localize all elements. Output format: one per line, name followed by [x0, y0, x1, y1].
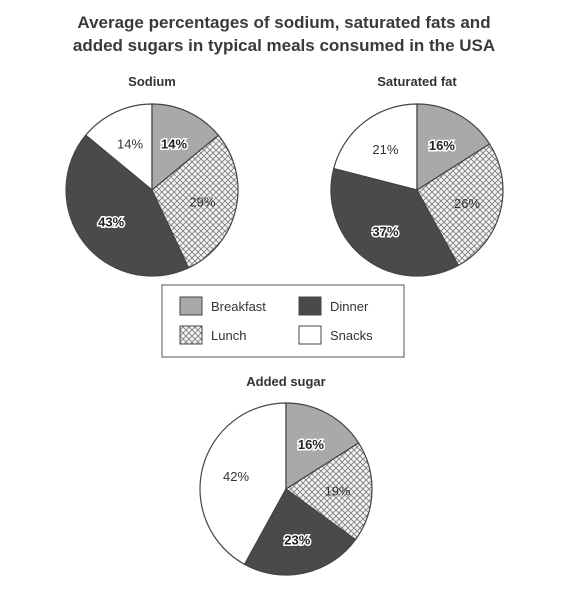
- legend-swatch-breakfast: [179, 296, 203, 316]
- pie-saturated-fat: Saturated fat 16% 26% 37% 21%: [330, 74, 504, 277]
- pie-label-added-sugar-lunch: 19%: [325, 484, 351, 499]
- pie-slice-saturated-fat-lunch: [416, 143, 504, 267]
- pie-label-sodium-breakfast: 14%: [161, 136, 187, 151]
- pie-slice-saturated-fat-snacks: [332, 103, 418, 191]
- pie-slice-saturated-fat-dinner: [330, 167, 460, 277]
- pie-slice-sodium-lunch: [151, 134, 239, 269]
- pie-slice-added-sugar-breakfast: [285, 402, 360, 491]
- pie-slice-sodium-breakfast: [151, 103, 220, 192]
- pie-slice-added-sugar-dinner: [243, 488, 357, 576]
- pie-slice-saturated-fat-breakfast: [416, 103, 491, 192]
- pie-title-sodium: Sodium: [128, 74, 176, 89]
- pie-label-added-sugar-dinner: 23%: [284, 532, 310, 547]
- legend-label-snacks: Snacks: [330, 328, 373, 343]
- legend: Breakfast Dinner Lunch Snacks: [161, 284, 405, 358]
- legend-label-breakfast: Breakfast: [211, 299, 266, 314]
- legend-box: [161, 284, 405, 358]
- legend-swatch-snacks: [298, 325, 322, 345]
- pie-label-added-sugar-snacks: 42%: [223, 469, 249, 484]
- pie-label-sodium-lunch: 29%: [189, 194, 215, 209]
- pie-label-saturated-fat-breakfast: 16%: [429, 138, 455, 153]
- chart-title-line-2: added sugars in typical meals consumed i…: [73, 36, 495, 55]
- pie-label-sodium-dinner: 43%: [98, 215, 124, 230]
- pie-sodium: Sodium 14% 29% 43% 14%: [65, 74, 239, 277]
- pie-label-saturated-fat-lunch: 26%: [454, 196, 480, 211]
- pie-slice-sodium-dinner: [65, 134, 190, 277]
- legend-swatch-dinner: [298, 296, 322, 316]
- pie-title-added-sugar: Added sugar: [246, 374, 325, 389]
- pie-label-added-sugar-breakfast: 16%: [298, 437, 324, 452]
- pie-slice-added-sugar-snacks: [199, 402, 287, 566]
- legend-label-lunch: Lunch: [211, 328, 246, 343]
- chart-title-line-1: Average percentages of sodium, saturated…: [77, 13, 490, 32]
- legend-label-dinner: Dinner: [330, 299, 369, 314]
- legend-swatch-lunch: [179, 325, 203, 345]
- pie-label-sodium-snacks: 14%: [117, 136, 143, 151]
- pie-slice-sodium-snacks: [84, 103, 153, 192]
- pie-slice-added-sugar-lunch: [284, 442, 373, 541]
- pie-added-sugar: Added sugar 16% 19% 23% 42%: [199, 374, 373, 576]
- pie-label-saturated-fat-dinner: 37%: [372, 224, 398, 239]
- pie-label-saturated-fat-snacks: 21%: [372, 142, 398, 157]
- pie-title-saturated-fat: Saturated fat: [377, 74, 457, 89]
